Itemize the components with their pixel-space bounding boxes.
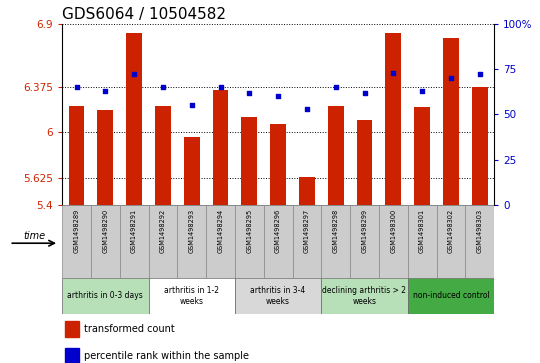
Bar	[62, 278, 149, 314]
Text: GDS6064 / 10504582: GDS6064 / 10504582	[62, 7, 226, 23]
Point	[418, 88, 427, 94]
Text: GSM1498294: GSM1498294	[218, 209, 224, 253]
Text: GSM1498298: GSM1498298	[333, 209, 339, 253]
Point	[274, 93, 282, 99]
Bar	[241, 117, 257, 205]
Point	[302, 106, 311, 112]
Bar	[235, 205, 264, 278]
Text: GSM1498299: GSM1498299	[361, 209, 368, 253]
Bar	[206, 205, 235, 278]
Text: time: time	[23, 231, 45, 241]
Point	[216, 84, 225, 90]
Text: GSM1498296: GSM1498296	[275, 209, 281, 253]
Text: GSM1498301: GSM1498301	[419, 209, 425, 253]
Text: GSM1498293: GSM1498293	[188, 209, 195, 253]
Bar	[65, 321, 79, 337]
Text: arthritis in 1-2
weeks: arthritis in 1-2 weeks	[164, 286, 219, 306]
Point	[101, 88, 110, 94]
Text: GSM1498290: GSM1498290	[102, 209, 109, 253]
Bar	[235, 278, 321, 314]
Point	[245, 90, 254, 95]
Text: GSM1498297: GSM1498297	[304, 209, 310, 253]
Text: percentile rank within the sample: percentile rank within the sample	[84, 351, 249, 361]
Point	[475, 72, 484, 77]
Bar	[126, 33, 142, 205]
Text: declining arthritis > 2
weeks: declining arthritis > 2 weeks	[322, 286, 407, 306]
Point	[187, 102, 196, 108]
Point	[389, 70, 397, 76]
Text: GSM1498289: GSM1498289	[73, 209, 79, 253]
Bar	[379, 205, 408, 278]
Bar	[213, 90, 228, 205]
Text: arthritis in 0-3 days: arthritis in 0-3 days	[68, 291, 143, 300]
Text: GSM1498303: GSM1498303	[477, 209, 483, 253]
Bar	[414, 107, 430, 205]
Bar	[120, 205, 148, 278]
Bar	[350, 205, 379, 278]
Point	[332, 84, 340, 90]
Text: GSM1498295: GSM1498295	[246, 209, 252, 253]
Point	[72, 84, 81, 90]
Point	[360, 90, 369, 95]
Bar	[184, 137, 200, 205]
Point	[159, 84, 167, 90]
Text: arthritis in 3-4
weeks: arthritis in 3-4 weeks	[251, 286, 306, 306]
Bar	[97, 110, 113, 205]
Bar	[91, 205, 120, 278]
Bar	[356, 121, 373, 205]
Bar	[148, 205, 177, 278]
Bar	[465, 205, 494, 278]
Text: GSM1498291: GSM1498291	[131, 209, 137, 253]
Bar	[436, 205, 465, 278]
Bar	[321, 278, 408, 314]
Bar	[148, 278, 235, 314]
Bar	[299, 177, 315, 205]
Text: GSM1498300: GSM1498300	[390, 209, 396, 253]
Bar	[177, 205, 206, 278]
Bar	[408, 278, 494, 314]
Text: transformed count: transformed count	[84, 324, 175, 334]
Bar	[264, 205, 293, 278]
Text: GSM1498292: GSM1498292	[160, 209, 166, 253]
Bar	[472, 87, 488, 205]
Text: non-induced control: non-induced control	[413, 291, 489, 300]
Bar	[62, 205, 91, 278]
Bar	[386, 33, 401, 205]
Point	[130, 72, 138, 77]
Bar	[69, 106, 84, 205]
Bar	[293, 205, 321, 278]
Text: GSM1498302: GSM1498302	[448, 209, 454, 253]
Bar	[155, 106, 171, 205]
Bar	[65, 348, 79, 363]
Bar	[270, 124, 286, 205]
Point	[447, 75, 455, 81]
Bar	[328, 106, 343, 205]
Bar	[321, 205, 350, 278]
Bar	[443, 38, 459, 205]
Bar	[408, 205, 436, 278]
